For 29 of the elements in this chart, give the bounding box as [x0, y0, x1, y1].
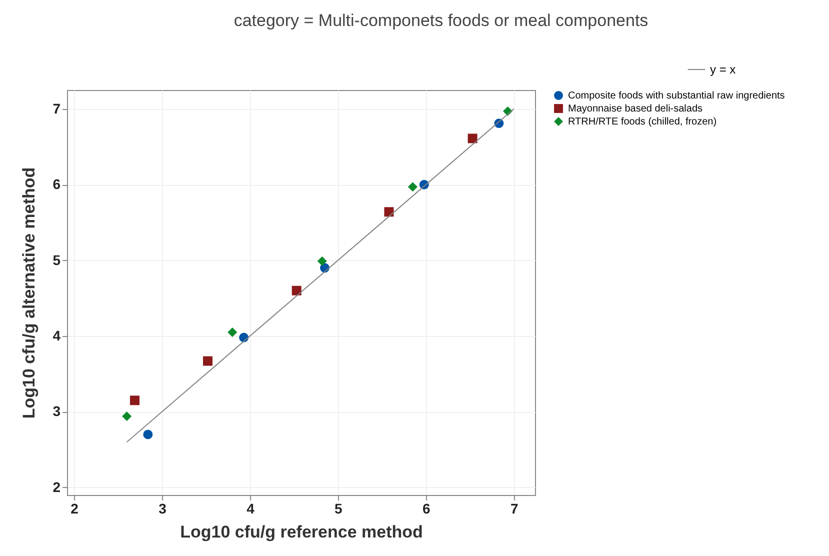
y-tick-label: 2: [52, 478, 61, 495]
y-tick-label: 7: [52, 100, 61, 116]
y-tick-label: 6: [52, 176, 61, 192]
legend-label: RTRH/RTE foods (chilled, frozen): [568, 116, 717, 128]
x-tick-label: 5: [334, 500, 343, 516]
point: [317, 256, 327, 266]
x-tick-label: 3: [158, 500, 167, 516]
x-tick-label: 6: [422, 500, 431, 516]
point: [468, 134, 478, 144]
chart-title: category = Multi-componets foods or meal components: [234, 11, 648, 30]
x-tick-label: 7: [510, 500, 518, 516]
y-tick-label: 3: [52, 403, 61, 420]
y-tick-label: 5: [52, 252, 61, 268]
y-axis-title: Log10 cfu/g alternative method: [20, 167, 39, 419]
x-tick-label: 2: [70, 500, 79, 516]
point: [203, 356, 212, 366]
point: [292, 286, 302, 296]
point: [408, 182, 418, 192]
point: [384, 207, 394, 217]
legend-label: Composite foods with substantial raw ingredients: [568, 90, 785, 102]
point: [228, 328, 238, 337]
point: [122, 412, 132, 422]
x-axis-title: Log10 cfu/g reference method: [180, 522, 423, 542]
y-tick-label: 4: [52, 328, 61, 344]
legend-label: y = x: [710, 62, 736, 76]
x-tick-label: 4: [246, 500, 255, 516]
point: [130, 396, 140, 406]
point: [143, 430, 153, 440]
legend-label: Mayonnaise based deli-salads: [568, 104, 703, 114]
